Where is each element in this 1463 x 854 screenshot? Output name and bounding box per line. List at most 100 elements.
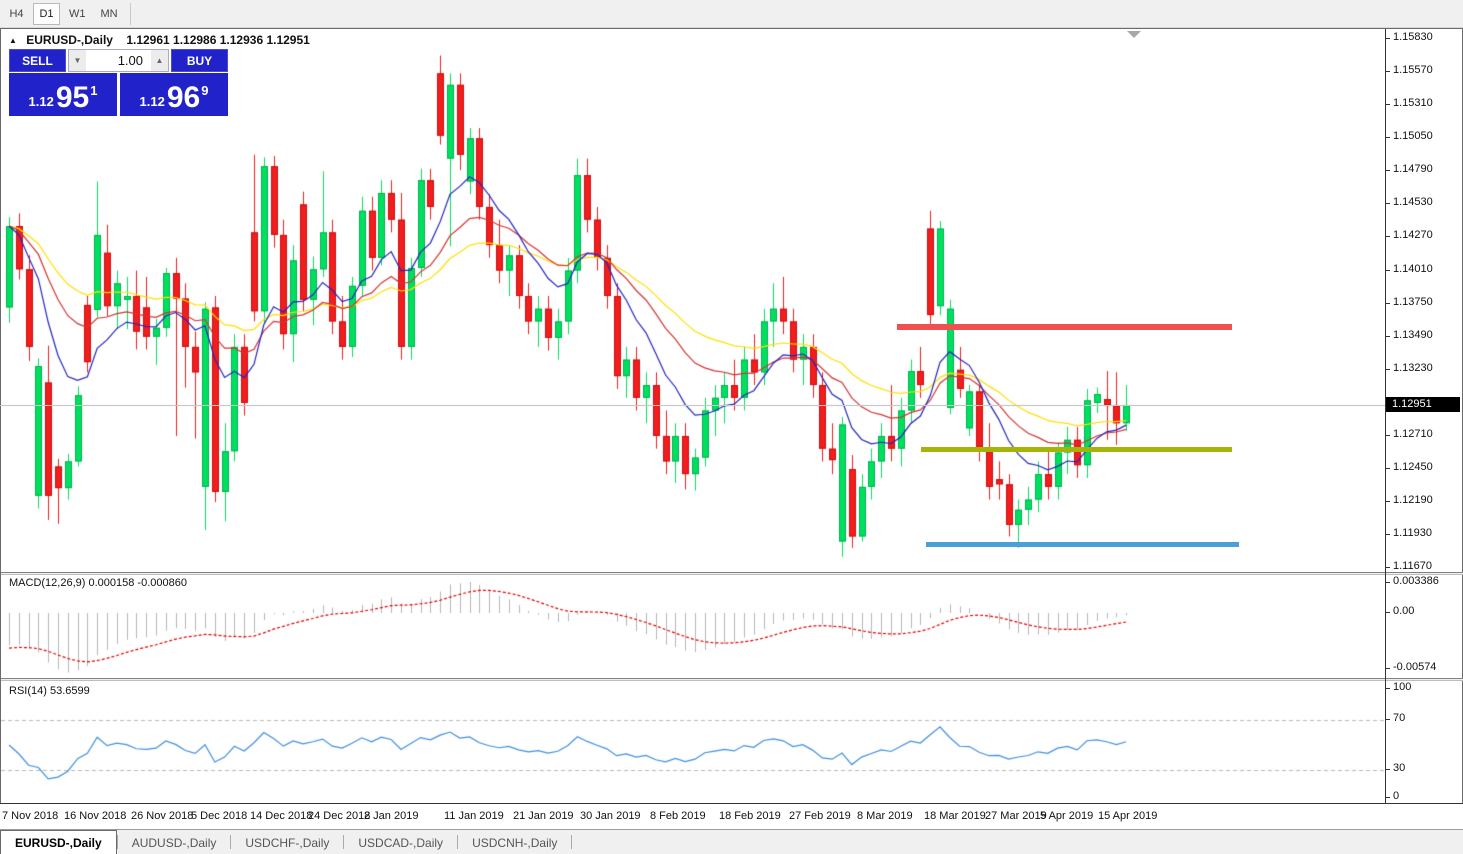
date-axis-label: 16 Nov 2018 — [64, 810, 127, 822]
price-chart-canvas[interactable] — [1, 29, 1463, 830]
chart-tab-usdchf[interactable]: USDCHF-,Daily — [245, 836, 330, 850]
sell-price-main: 95 — [55, 81, 90, 114]
date-axis-label: 8 Mar 2019 — [857, 810, 913, 822]
demand-line[interactable] — [926, 542, 1239, 547]
date-axis-label: 11 Jan 2019 — [444, 810, 504, 822]
date-axis-label: 7 Nov 2018 — [2, 810, 59, 822]
rsi-axis-label-tick — [1386, 688, 1390, 689]
price-axis-label-tick — [1386, 236, 1390, 237]
rsi-axis-label-tick — [1386, 719, 1390, 720]
price-axis-label: 1.15050 — [1393, 130, 1433, 142]
chart-tab-bar: EURUSD-,Daily AUDUSD-,Daily USDCHF-,Daily U… — [0, 829, 1463, 854]
support-line[interactable] — [921, 447, 1232, 452]
buy-price-main: 96 — [166, 81, 201, 114]
price-axis-label-tick — [1386, 567, 1390, 568]
timeframe-toolbar: H4 D1 W1 MN — [0, 0, 1463, 28]
macd-label: MACD(12,26,9) 0.000158 -0.000860 — [9, 577, 187, 589]
macd-axis-label-tick — [1386, 668, 1390, 669]
timeframe-button-w1[interactable]: W1 — [69, 7, 86, 20]
chart-tab-eurusd[interactable]: EURUSD-,Daily — [0, 830, 117, 854]
price-axis-label-tick — [1386, 501, 1390, 502]
lot-size-stepper: ▼ 1.00 ▲ — [68, 49, 169, 72]
chart-tab-usdcad[interactable]: USDCAD-,Daily — [358, 836, 444, 850]
date-axis-label: 14 Dec 2018 — [250, 810, 313, 822]
price-axis-label: 1.11930 — [1393, 527, 1432, 539]
price-axis-label: 1.12190 — [1393, 494, 1433, 506]
price-axis-label-tick — [1386, 303, 1390, 304]
date-axis-label: 30 Jan 2019 — [580, 810, 641, 822]
collapse-panel-icon[interactable]: ▲ — [9, 36, 17, 45]
price-axis-label: 1.14270 — [1393, 229, 1433, 241]
price-axis-label: 1.15310 — [1393, 97, 1433, 109]
chart-symbol-label: EURUSD-,Daily — [26, 33, 113, 47]
buy-button[interactable]: BUY — [171, 49, 228, 72]
tab-separator — [343, 835, 345, 849]
price-axis-label: 1.13750 — [1393, 296, 1433, 308]
date-axis-label: 5 Dec 2018 — [191, 810, 248, 822]
rsi-axis-label-tick — [1386, 797, 1390, 798]
rsi-label: RSI(14) 53.6599 — [9, 685, 90, 697]
date-axis: 7 Nov 2018 16 Nov 2018 26 Nov 2018 5 Dec 20… — [0, 803, 1463, 829]
sell-price-box[interactable]: 1.12 95 1 — [9, 73, 117, 116]
lot-decrease-button[interactable]: ▼ — [69, 50, 86, 71]
chart-tab-audusd[interactable]: AUDUSD-,Daily — [131, 836, 217, 850]
lot-increase-button[interactable]: ▲ — [151, 50, 168, 71]
price-axis-label-tick — [1386, 203, 1390, 204]
tab-separator — [457, 835, 459, 849]
price-axis-label-tick — [1386, 534, 1390, 535]
rsi-axis-label: 0 — [1393, 790, 1400, 802]
rsi-axis-label-tick — [1386, 769, 1390, 770]
macd-pane-separator[interactable] — [1, 572, 1463, 575]
price-axis-label-tick — [1386, 38, 1390, 39]
current-price-line — [0, 404, 1385, 406]
timeframe-button-mn[interactable]: MN — [100, 7, 118, 20]
price-axis-label: 1.11670 — [1393, 560, 1432, 572]
chart-quote-values: 1.12961 1.12986 1.12936 1.12951 — [126, 33, 310, 47]
buy-price-pip: 9 — [201, 83, 209, 98]
price-axis-label: 1.15570 — [1393, 64, 1433, 76]
price-axis-label: 1.13230 — [1393, 362, 1433, 374]
macd-axis-label: -0.00574 — [1393, 661, 1437, 673]
date-axis-label: 27 Mar 2019 — [985, 810, 1047, 822]
sell-button[interactable]: SELL — [9, 49, 66, 72]
chart-shift-marker-icon[interactable] — [1127, 31, 1141, 38]
tab-separator — [116, 835, 118, 849]
price-axis-label: 1.12450 — [1393, 461, 1433, 473]
date-axis-label: 5 Apr 2019 — [1040, 810, 1094, 822]
resistance-line[interactable] — [897, 324, 1232, 330]
toolbar-separator — [129, 2, 131, 25]
tab-separator — [230, 835, 232, 849]
macd-axis-label: 0.00 — [1393, 605, 1415, 617]
date-axis-label: 15 Apr 2019 — [1098, 810, 1158, 822]
date-axis-label: 2 Jan 2019 — [364, 810, 419, 822]
rsi-axis-label: 100 — [1393, 681, 1412, 693]
chart-tab-usdcnh[interactable]: USDCNH-,Daily — [472, 836, 558, 850]
macd-axis-label-tick — [1386, 582, 1390, 583]
price-axis-label-tick — [1386, 170, 1390, 171]
tab-separator — [571, 835, 573, 849]
date-axis-label: 27 Feb 2019 — [789, 810, 851, 822]
timeframe-button-d1[interactable]: D1 — [33, 2, 60, 25]
price-axis-label-tick — [1386, 369, 1390, 370]
date-axis-label: 18 Feb 2019 — [719, 810, 781, 822]
price-axis-label: 1.14790 — [1393, 163, 1433, 175]
rsi-pane-separator[interactable] — [1, 678, 1463, 681]
price-axis-label-tick — [1386, 468, 1390, 469]
rsi-axis-label: 70 — [1393, 712, 1406, 724]
price-axis-label-tick — [1386, 137, 1390, 138]
timeframe-button-h4[interactable]: H4 — [9, 7, 24, 20]
buy-price-prefix: 1.12 — [139, 94, 165, 109]
chart-window: ▲ EURUSD-,Daily 1.12961 1.12986 1.12936 … — [0, 28, 1463, 830]
macd-axis-label: 0.003386 — [1393, 575, 1439, 587]
date-axis-label: 24 Dec 2018 — [308, 810, 371, 822]
buy-price-box[interactable]: 1.12 96 9 — [120, 73, 228, 116]
price-axis — [1385, 29, 1386, 803]
sell-price-pip: 1 — [90, 83, 98, 98]
current-price-label: 1.12951 — [1386, 396, 1460, 412]
sell-price-prefix: 1.12 — [28, 94, 54, 109]
date-axis-label: 21 Jan 2019 — [513, 810, 574, 822]
lot-size-input[interactable]: 1.00 — [86, 50, 151, 71]
rsi-axis-label: 30 — [1393, 762, 1406, 774]
macd-axis-label-tick — [1386, 612, 1390, 613]
price-axis-label-tick — [1386, 435, 1390, 436]
